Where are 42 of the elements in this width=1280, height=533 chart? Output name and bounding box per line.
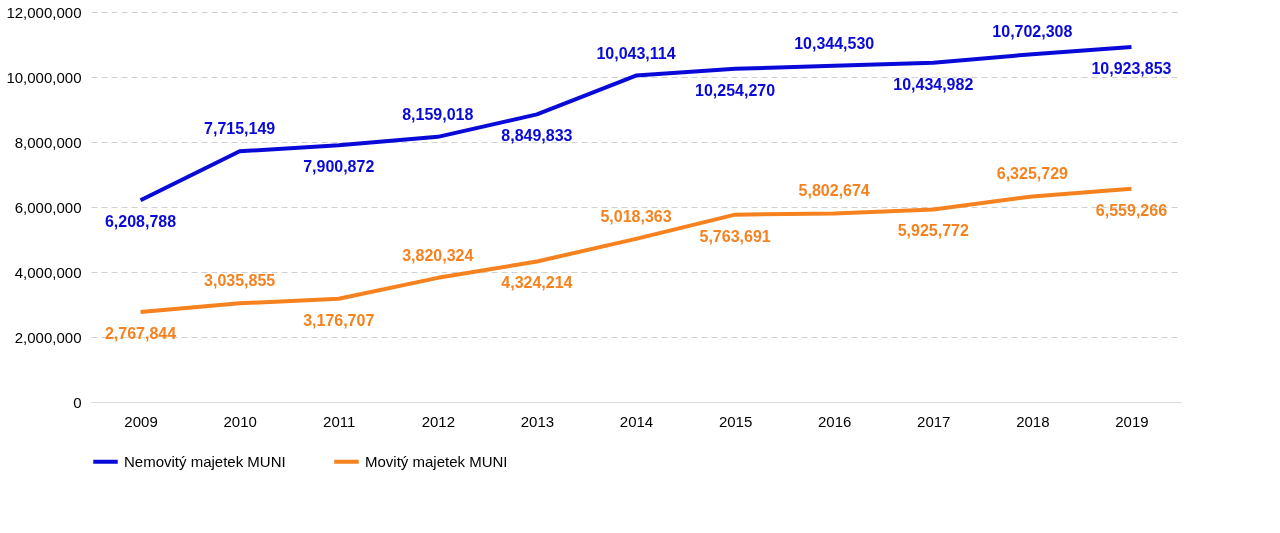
data-label: 3,035,855 bbox=[204, 272, 276, 290]
x-tick-label: 2017 bbox=[917, 412, 951, 430]
data-label: 10,923,853 bbox=[1091, 59, 1172, 77]
data-label: 6,325,729 bbox=[996, 165, 1069, 183]
data-label: 8,849,833 bbox=[501, 127, 573, 145]
data-label: 3,820,324 bbox=[402, 246, 474, 264]
data-label: 3,176,707 bbox=[303, 311, 375, 329]
x-tick-label: 2015 bbox=[718, 412, 753, 430]
x-tick-label: 2013 bbox=[520, 412, 555, 430]
data-label: 10,043,114 bbox=[596, 44, 676, 62]
data-label: 7,900,872 bbox=[303, 158, 375, 176]
x-tick-label: 2009 bbox=[124, 412, 158, 430]
data-label: 2,767,844 bbox=[104, 325, 177, 343]
x-tick-label: 2018 bbox=[1016, 412, 1050, 430]
data-label: 7,715,149 bbox=[204, 120, 276, 138]
x-tick-label: 2019 bbox=[1115, 412, 1149, 430]
y-tick-label: 10,000,000 bbox=[6, 68, 82, 86]
y-tick-label: 6,000,000 bbox=[14, 198, 82, 216]
data-label: 10,434,982 bbox=[893, 75, 974, 93]
x-tick-label: 2012 bbox=[421, 412, 456, 430]
data-label: 6,559,266 bbox=[1095, 201, 1168, 219]
legend-label: Movitý majetek MUNI bbox=[365, 452, 508, 470]
y-tick-label: 12,000,000 bbox=[6, 3, 82, 21]
y-tick-label: 4,000,000 bbox=[14, 263, 82, 281]
data-label: 5,763,691 bbox=[699, 227, 771, 245]
y-tick-label: 2,000,000 bbox=[14, 328, 82, 346]
data-label: 10,254,270 bbox=[695, 81, 776, 99]
data-label: 10,702,308 bbox=[992, 23, 1073, 41]
y-tick-label: 0 bbox=[73, 393, 82, 411]
x-tick-label: 2014 bbox=[619, 412, 654, 430]
x-tick-label: 2011 bbox=[323, 412, 356, 430]
x-tick-label: 2010 bbox=[223, 412, 257, 430]
data-label: 6,208,788 bbox=[104, 213, 177, 231]
data-label: 5,802,674 bbox=[798, 182, 870, 200]
data-label: 4,324,214 bbox=[501, 274, 573, 292]
data-label: 5,018,363 bbox=[600, 207, 672, 225]
data-label: 8,159,018 bbox=[402, 105, 474, 123]
data-label: 5,925,772 bbox=[897, 222, 969, 240]
x-tick-label: 2016 bbox=[817, 412, 852, 430]
y-tick-label: 8,000,000 bbox=[14, 133, 82, 151]
data-label: 10,344,530 bbox=[794, 34, 875, 52]
legend-label: Nemovitý majetek MUNI bbox=[124, 452, 286, 470]
